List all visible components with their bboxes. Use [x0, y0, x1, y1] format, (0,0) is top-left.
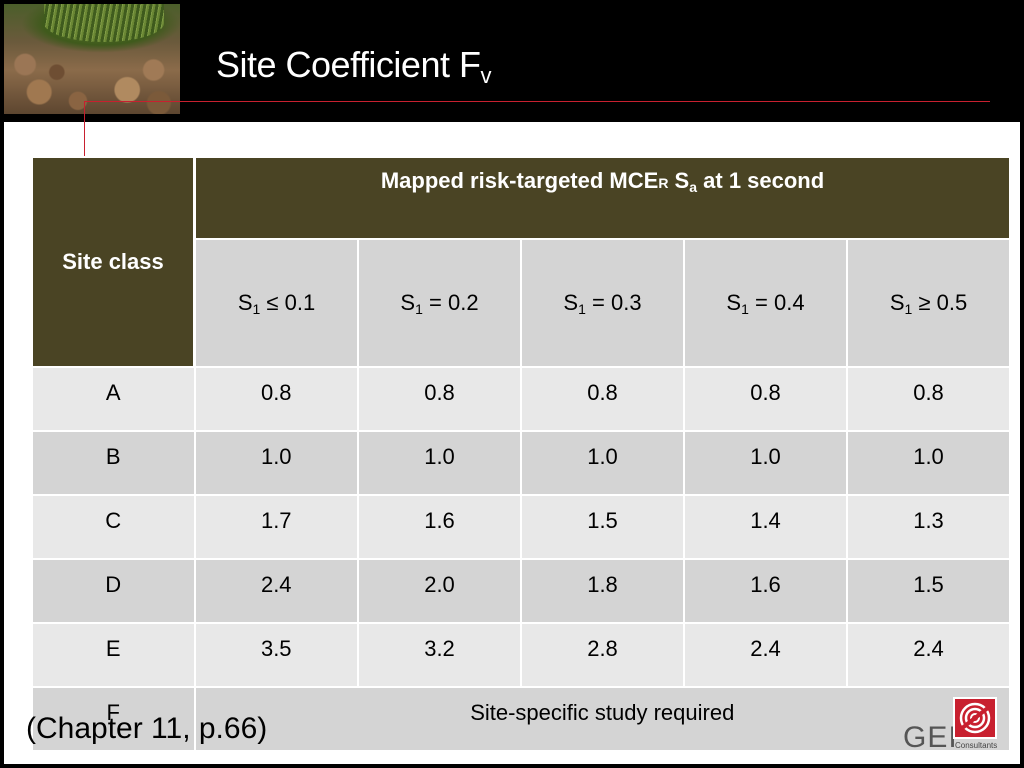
chapter-reference: (Chapter 11, p.66) — [26, 712, 268, 745]
group-header: Mapped risk-targeted MCER Sa at 1 second — [193, 156, 1011, 240]
coefficient-cell: 0.8 — [193, 366, 359, 432]
site-specific-note: Site-specific study required — [193, 686, 1011, 752]
grass-decoration — [44, 4, 164, 42]
column-header-subscript: 1 — [252, 300, 261, 317]
column-header-prefix: S — [889, 289, 905, 315]
group-header-part2: S — [668, 168, 690, 193]
coefficient-cell: 1.8 — [520, 558, 685, 624]
coefficient-cell: 0.8 — [520, 366, 685, 432]
coefficient-cell: 1.6 — [683, 558, 848, 624]
logo-text: GEI — [903, 721, 958, 754]
column-header-prefix: S — [726, 289, 742, 315]
table-row: A 0.8 0.8 0.8 0.8 0.8 — [31, 366, 1011, 432]
logo-tagline: Consultants — [955, 741, 998, 750]
table-row: E 3.5 3.2 2.8 2.4 2.4 — [31, 622, 1011, 688]
column-header-suffix: = 0.2 — [422, 289, 479, 315]
red-connector-line — [84, 101, 85, 156]
group-header-part3: at 1 second — [697, 168, 825, 193]
column-header-suffix: = 0.3 — [585, 289, 642, 315]
title-underline — [84, 101, 990, 102]
coefficient-cell: 3.5 — [193, 622, 359, 688]
slide-title: Site Coefficient Fv — [216, 44, 491, 89]
coefficient-cell: 1.0 — [357, 430, 522, 496]
table-body: A 0.8 0.8 0.8 0.8 0.8 B 1.0 1.0 1.0 1.0 1.0 C 1.7 1.6 1… — [31, 366, 1011, 752]
column-header-subscript: 1 — [904, 300, 913, 317]
coefficient-cell: 1.6 — [357, 494, 522, 560]
site-class-cell: B — [31, 430, 196, 496]
column-header-prefix: S — [563, 289, 579, 315]
coefficient-cell: 1.3 — [846, 494, 1011, 560]
column-header-subscript: 1 — [741, 300, 749, 317]
column-header-subscript: 1 — [415, 300, 423, 317]
gei-logo: GEI Consultants — [903, 697, 1003, 754]
column-header: S1 = 0.4 — [683, 238, 848, 368]
slide-title-sub: v — [480, 63, 491, 88]
coefficient-cell: 1.7 — [193, 494, 359, 560]
group-header-part1: Mapped risk-targeted MCE — [380, 168, 659, 193]
column-header-suffix: ≤ 0.1 — [260, 289, 316, 315]
column-header-prefix: S — [237, 289, 253, 315]
coefficient-cell: 2.4 — [193, 558, 359, 624]
coefficient-cell: 1.0 — [846, 430, 1011, 496]
coefficient-cell: 0.8 — [357, 366, 522, 432]
column-header-subscript: 1 — [578, 300, 586, 317]
site-class-cell: E — [31, 622, 196, 688]
coefficient-cell: 2.4 — [683, 622, 848, 688]
group-header-a: a — [689, 179, 698, 195]
column-header-prefix: S — [400, 289, 416, 315]
site-class-cell: D — [31, 558, 196, 624]
site-class-header-label: Site class — [62, 249, 164, 274]
coefficient-cell: 1.0 — [520, 430, 685, 496]
coefficient-cell: 2.4 — [846, 622, 1011, 688]
coefficient-cell: 2.8 — [520, 622, 685, 688]
table-row: F Site-specific study required — [31, 686, 1011, 752]
column-header-suffix: = 0.4 — [748, 289, 805, 315]
coefficient-cell: 1.4 — [683, 494, 848, 560]
site-class-cell: C — [31, 494, 196, 560]
site-class-cell: A — [31, 366, 196, 432]
site-class-cell: F — [31, 686, 196, 752]
table-row: B 1.0 1.0 1.0 1.0 1.0 — [31, 430, 1011, 496]
coefficient-cell: 1.5 — [846, 558, 1011, 624]
column-header: S1 ≥ 0.5 — [846, 238, 1011, 368]
logo-swirl-icon — [959, 702, 991, 734]
coefficient-cell: 1.5 — [520, 494, 685, 560]
table-row: D 2.4 2.0 1.8 1.6 1.5 — [31, 558, 1011, 624]
coefficient-cell: 0.8 — [846, 366, 1011, 432]
column-header-suffix: ≥ 0.5 — [912, 289, 968, 315]
coefficient-cell: 3.2 — [357, 622, 522, 688]
coefficient-cell: 0.8 — [683, 366, 848, 432]
table-row: C 1.7 1.6 1.5 1.4 1.3 — [31, 494, 1011, 560]
site-class-header: Site class — [31, 156, 196, 368]
coefficient-cell: 2.0 — [357, 558, 522, 624]
stream-photo — [4, 4, 180, 114]
group-header-r: R — [658, 175, 669, 191]
column-header: S1 = 0.2 — [357, 238, 522, 368]
site-coefficient-table: Site class Mapped risk-targeted MCER Sa … — [31, 156, 1011, 752]
logo-badge — [953, 697, 997, 739]
column-header-row: S1 ≤ 0.1 S1 = 0.2 S1 = 0.3 S1 = 0.4 S1 ≥ 0.5 — [32, 238, 1011, 368]
coefficient-cell: 1.0 — [193, 430, 359, 496]
column-header: S1 ≤ 0.1 — [193, 238, 359, 368]
slide-title-main: Site Coefficient F — [216, 44, 481, 85]
column-header: S1 = 0.3 — [520, 238, 685, 368]
table-header-row: Site class Mapped risk-targeted MCER Sa … — [31, 156, 1011, 368]
coefficient-cell: 1.0 — [683, 430, 848, 496]
